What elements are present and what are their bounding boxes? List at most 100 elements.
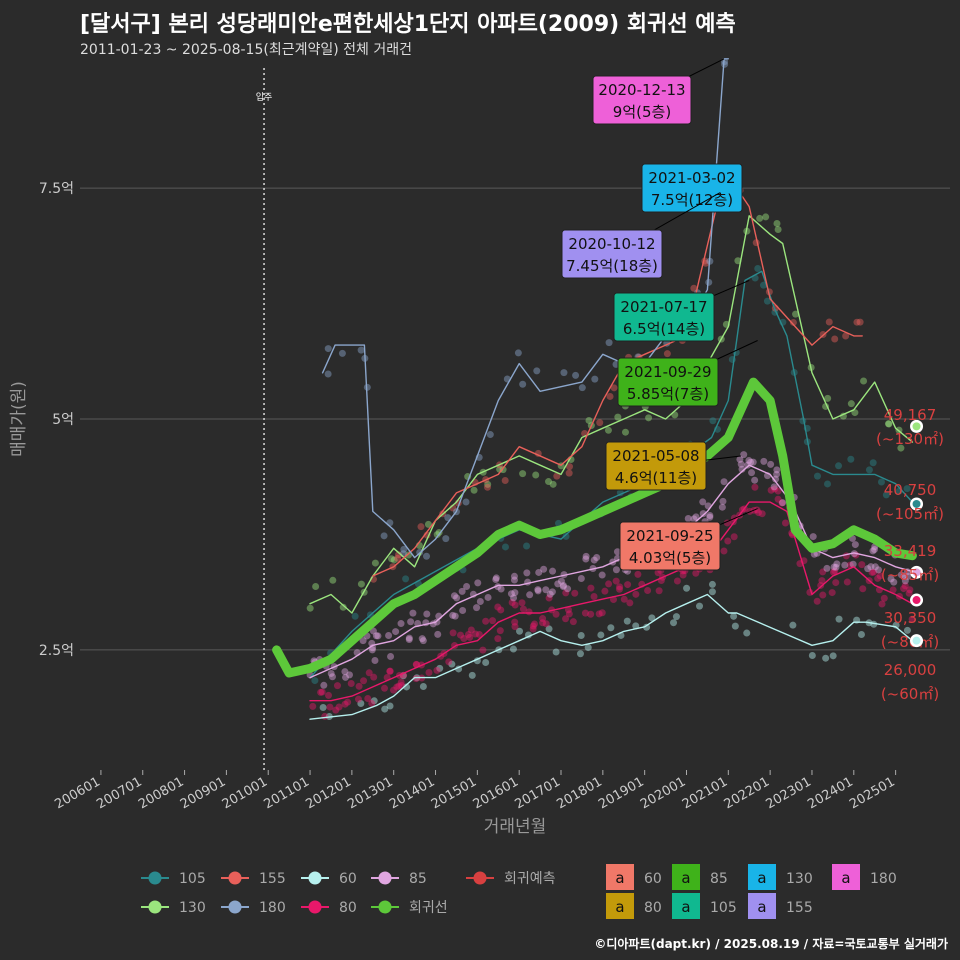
scatter-point (552, 610, 560, 618)
legend-box-label: 130 (786, 871, 813, 887)
scatter-point (613, 548, 621, 556)
scatter-point (509, 645, 517, 653)
scatter-point (828, 589, 836, 597)
scatter-point (758, 510, 766, 518)
scatter-point (364, 694, 372, 702)
scatter-point (479, 646, 487, 654)
scatter-point (767, 460, 775, 468)
scatter-point (435, 528, 443, 536)
scatter-point (822, 654, 830, 662)
scatter-point (546, 590, 554, 598)
scatter-point (464, 631, 472, 639)
x-tick-label: 202401 (805, 774, 855, 812)
scatter-point (824, 394, 832, 402)
scatter-point (405, 634, 413, 642)
scatter-point (533, 367, 541, 375)
scatter-point (634, 570, 642, 578)
prediction-value: 49,167 (884, 406, 937, 424)
scatter-point (885, 420, 893, 428)
scatter-point (709, 417, 717, 425)
scatter-point (534, 587, 542, 595)
annotation-box (613, 292, 715, 342)
scatter-point (597, 631, 605, 639)
scatter-point (325, 691, 333, 699)
scatter-point (317, 688, 325, 696)
scatter-point (859, 585, 867, 593)
scatter-point (813, 597, 821, 605)
scatter-point (876, 572, 884, 580)
x-tick-label: 202101 (680, 774, 730, 812)
regression-line (272, 377, 917, 678)
scatter-point (395, 551, 403, 559)
scatter-point (582, 552, 590, 560)
annotation-box (561, 229, 663, 279)
scatter-point (874, 574, 882, 582)
prediction-area: (~85㎡) (881, 566, 939, 584)
scatter-point (699, 498, 707, 506)
scatter-point (831, 335, 839, 343)
scatter-point (552, 648, 560, 656)
scatter-point (403, 683, 411, 691)
scatter-point (395, 682, 403, 690)
annotation-date: 2021-09-25 (626, 527, 713, 545)
scatter-point (324, 345, 332, 353)
scatter-point (342, 673, 350, 681)
scatter-point (458, 587, 466, 595)
scatter-point (385, 631, 393, 639)
scatter-point (311, 677, 319, 685)
legend-label: 60 (339, 871, 357, 887)
scatter-point (771, 485, 779, 493)
scatter-point (683, 584, 691, 592)
scatter-point (319, 704, 327, 712)
scatter-point (557, 577, 565, 585)
scatter-point (451, 612, 459, 620)
scatter-point (532, 471, 540, 479)
scatter-point (457, 631, 465, 639)
scatter-point (612, 566, 620, 574)
legend-box-glyph: a (757, 869, 766, 887)
scatter-point (841, 561, 849, 569)
scatter-point (904, 572, 912, 580)
scatter-point (696, 602, 704, 610)
scatter-point (434, 630, 442, 638)
scatter-point (357, 580, 365, 588)
scatter-point (402, 575, 410, 583)
scatter-point (731, 622, 739, 630)
scatter-point (774, 495, 782, 503)
scatter-point (518, 599, 526, 607)
scatter-point (321, 712, 329, 720)
series-line-80 (309, 501, 914, 702)
scatter-point (388, 555, 396, 563)
scatter-point (738, 465, 746, 473)
scatter-point (369, 627, 377, 635)
scatter-point (897, 444, 905, 452)
scatter-point (616, 583, 624, 591)
scatter-point (564, 585, 572, 593)
legend-box-swatch (672, 893, 700, 919)
prediction-value: 40,750 (884, 481, 937, 499)
x-tick-label: 202501 (847, 774, 897, 812)
scatter-point (407, 618, 415, 626)
scatter-point (341, 668, 349, 676)
scatter-point (692, 569, 700, 577)
scatter-point (386, 702, 394, 710)
chart-title: [달서구] 본리 성당래미안e편한세상1단지 아파트(2009) 회귀선 예측 (80, 12, 736, 37)
scatter-point (824, 480, 832, 488)
series-line-60 (309, 593, 914, 720)
prediction-marker-core (912, 568, 921, 577)
scatter-point (648, 614, 656, 622)
scatter-point (632, 622, 640, 630)
scatter-point (335, 703, 343, 711)
annotation-box (619, 521, 721, 571)
scatter-point (751, 476, 759, 484)
scatter-point (819, 568, 827, 576)
scatter-point (708, 580, 716, 588)
scatter-point (595, 610, 603, 618)
scatter-point (610, 384, 618, 392)
scatter-point (508, 599, 516, 607)
x-tick-label: 200901 (178, 774, 228, 812)
scatter-point (906, 586, 914, 594)
scatter-point (831, 567, 839, 575)
scatter-point (545, 478, 553, 486)
scatter-point (332, 706, 340, 714)
